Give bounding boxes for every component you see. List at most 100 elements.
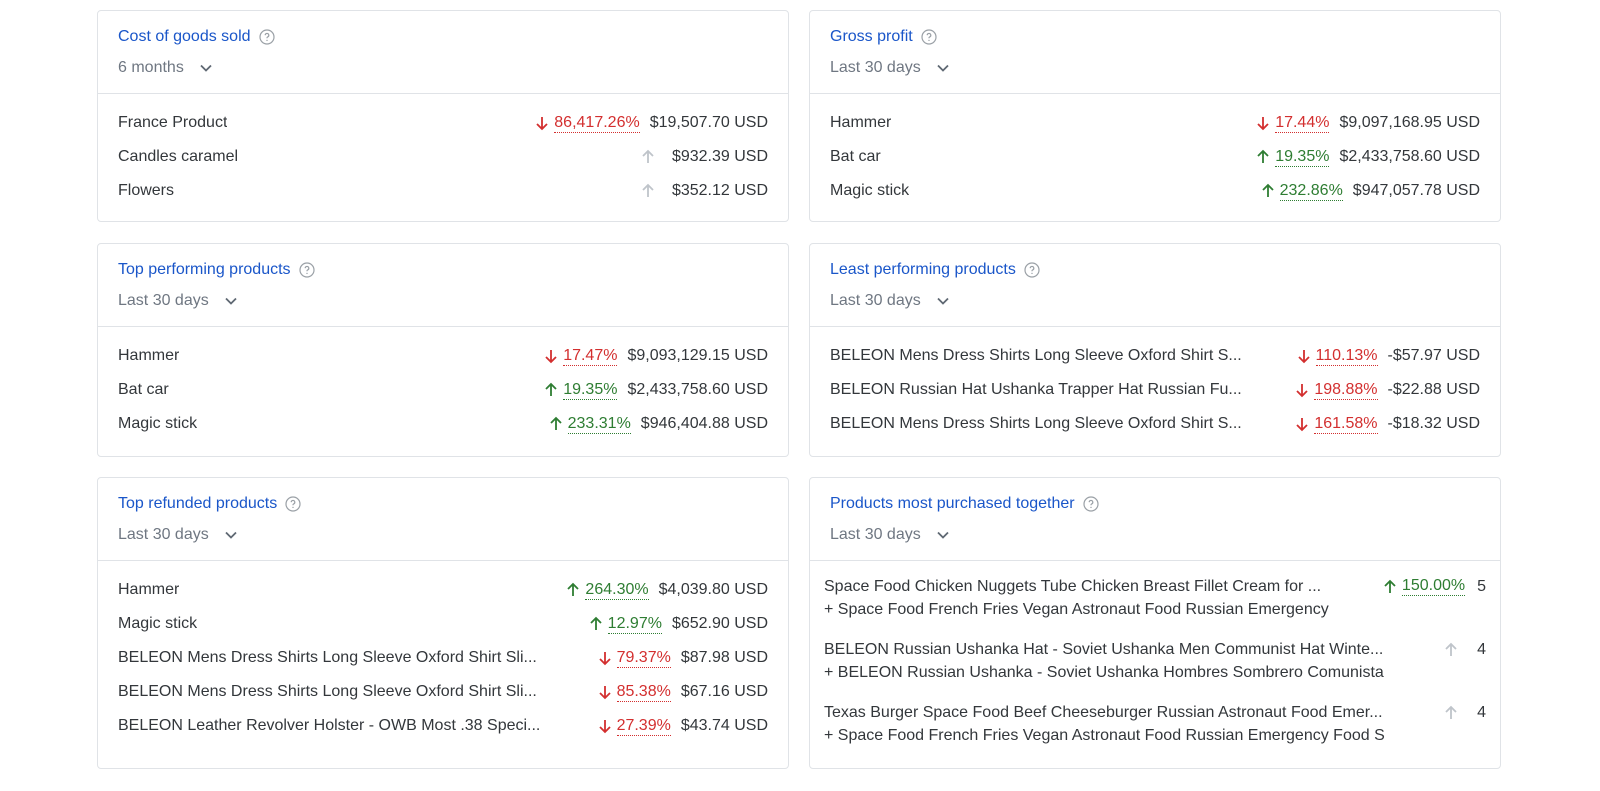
change-percent[interactable]: 19.35% xyxy=(563,380,618,400)
purchase-count: 4 xyxy=(1477,703,1486,721)
product-name: Bat car xyxy=(118,381,169,398)
period-label: Last 30 days xyxy=(830,292,921,309)
arrow-down-icon xyxy=(597,684,613,700)
amount: $946,404.88 USD xyxy=(640,415,768,432)
product-name: Magic stick xyxy=(118,415,198,432)
product-name: BELEON Leather Revolver Holster - OWB Mo… xyxy=(118,717,541,734)
card-body: France Product 86,417.26% $19,507.70 USD… xyxy=(98,94,788,208)
help-circle-icon[interactable] xyxy=(1082,496,1099,512)
change-percent[interactable]: 198.88% xyxy=(1314,380,1378,400)
amount: -$18.32 USD xyxy=(1387,415,1481,432)
change-percent[interactable]: 264.30% xyxy=(585,580,649,600)
list-item: BELEON Mens Dress Shirts Long Sleeve Oxf… xyxy=(830,407,1480,441)
arrow-up-neutral-icon xyxy=(640,149,656,165)
help-circle-icon[interactable] xyxy=(298,262,315,278)
product-name: Flowers xyxy=(118,182,175,199)
product-name: BELEON Mens Dress Shirts Long Sleeve Oxf… xyxy=(830,347,1242,364)
chevron-down-icon xyxy=(935,293,951,309)
period-label: 6 months xyxy=(118,59,184,76)
period-dropdown[interactable]: Last 30 days xyxy=(830,58,1480,78)
help-circle-icon[interactable] xyxy=(921,29,937,45)
amount: $67.16 USD xyxy=(680,683,768,700)
card-title: Top refunded products xyxy=(118,495,278,512)
card-title: Products most purchased together xyxy=(830,495,1075,512)
list-item: BELEON Russian Hat Ushanka Trapper Hat R… xyxy=(830,373,1480,407)
amount: $652.90 USD xyxy=(671,615,768,632)
change-percent[interactable]: 12.97% xyxy=(607,614,662,634)
arrow-down-icon xyxy=(597,718,613,734)
arrow-down-icon xyxy=(597,650,613,666)
period-dropdown[interactable]: Last 30 days xyxy=(118,525,768,545)
list-item: France Product 86,417.26% $19,507.70 USD xyxy=(118,106,768,140)
help-circle-icon[interactable] xyxy=(1024,262,1040,278)
change-percent[interactable]: 27.39% xyxy=(616,716,671,736)
purchase-count: 4 xyxy=(1477,640,1486,658)
change-percent[interactable]: 17.47% xyxy=(563,346,618,366)
card-header: Least performing products Last 30 days xyxy=(810,244,1500,327)
period-dropdown[interactable]: 6 months xyxy=(118,58,768,78)
list-item: BELEON Leather Revolver Holster - OWB Mo… xyxy=(118,709,768,743)
amount: $43.74 USD xyxy=(680,717,768,734)
list-item: Magic stick 12.97% $652.90 USD xyxy=(118,607,768,641)
change-percent[interactable]: 19.35% xyxy=(1275,147,1330,167)
product-name: BELEON Mens Dress Shirts Long Sleeve Oxf… xyxy=(118,649,537,666)
help-circle-icon[interactable] xyxy=(258,29,275,45)
list-item: BELEON Mens Dress Shirts Long Sleeve Oxf… xyxy=(118,675,768,709)
card-header: Top refunded products Last 30 days xyxy=(98,478,788,561)
product-pair-line-1: Space Food Chicken Nuggets Tube Chicken … xyxy=(824,578,1322,595)
amount: $9,097,168.95 USD xyxy=(1339,114,1480,131)
arrow-up-icon xyxy=(1260,183,1276,199)
card-header: Gross profit Last 30 days xyxy=(810,11,1500,94)
period-label: Last 30 days xyxy=(118,526,209,543)
least-performing-products-card: Least performing products Last 30 days B… xyxy=(809,243,1501,457)
amount: $352.12 USD xyxy=(671,182,768,199)
period-label: Last 30 days xyxy=(830,59,921,76)
list-item: Hammer 264.30% $4,039.80 USD xyxy=(118,573,768,607)
product-name: Magic stick xyxy=(830,182,910,199)
help-circle-icon[interactable] xyxy=(285,496,301,512)
product-name: Bat car xyxy=(830,148,881,165)
list-item: Magic stick 233.31% $946,404.88 USD xyxy=(118,407,768,441)
card-title: Cost of goods sold xyxy=(118,28,251,45)
change-percent[interactable]: 79.37% xyxy=(616,648,671,668)
chevron-down-icon xyxy=(223,293,239,309)
product-pair-line-2: + BELEON Russian Ushanka - Soviet Ushank… xyxy=(824,664,1384,681)
list-item: Bat car 19.35% $2,433,758.60 USD xyxy=(118,373,768,407)
change-percent[interactable]: 110.13% xyxy=(1315,346,1378,366)
list-item: Bat car 19.35% $2,433,758.60 USD xyxy=(830,140,1480,174)
arrow-down-icon xyxy=(1255,115,1271,131)
amount: $947,057.78 USD xyxy=(1352,182,1480,199)
top-performing-products-card: Top performing products Last 30 days Ham… xyxy=(97,243,789,457)
change-percent[interactable]: 86,417.26% xyxy=(554,113,640,133)
period-dropdown[interactable]: Last 30 days xyxy=(118,291,768,311)
product-pair-line-2: + Space Food French Fries Vegan Astronau… xyxy=(824,601,1329,618)
card-header: Top performing products Last 30 days xyxy=(98,244,788,327)
card-title: Least performing products xyxy=(830,261,1016,278)
change-percent[interactable]: 232.86% xyxy=(1279,181,1343,201)
change-percent[interactable]: 17.44% xyxy=(1275,113,1330,133)
change-percent[interactable]: 233.31% xyxy=(567,414,631,434)
arrow-down-icon xyxy=(1294,382,1310,398)
chevron-down-icon xyxy=(223,527,239,543)
list-item: Hammer 17.47% $9,093,129.15 USD xyxy=(118,339,768,373)
list-item: Flowers $352.12 USD xyxy=(118,174,768,208)
change-percent[interactable]: 161.58% xyxy=(1314,414,1378,434)
change-percent[interactable]: 150.00% xyxy=(1401,577,1466,596)
list-item: BELEON Mens Dress Shirts Long Sleeve Oxf… xyxy=(118,641,768,675)
product-name: France Product xyxy=(118,114,228,131)
amount: $87.98 USD xyxy=(680,649,768,666)
change-percent[interactable]: 85.38% xyxy=(616,682,671,702)
product-name: BELEON Mens Dress Shirts Long Sleeve Oxf… xyxy=(118,683,537,700)
arrow-down-icon xyxy=(1296,348,1312,364)
arrow-up-icon xyxy=(1382,579,1398,595)
period-dropdown[interactable]: Last 30 days xyxy=(830,525,1480,545)
arrow-up-icon xyxy=(548,416,564,432)
arrow-up-icon xyxy=(543,382,559,398)
cost-of-goods-sold-card: Cost of goods sold 6 months France Produ… xyxy=(97,10,789,222)
period-dropdown[interactable]: Last 30 days xyxy=(830,291,1480,311)
product-pair-line-1: BELEON Russian Ushanka Hat - Soviet Usha… xyxy=(824,641,1384,658)
arrow-down-icon xyxy=(543,348,559,364)
product-pair-line-1: Texas Burger Space Food Beef Cheeseburge… xyxy=(824,704,1383,721)
arrow-up-neutral-icon xyxy=(640,183,656,199)
list-item: Hammer 17.44% $9,097,168.95 USD xyxy=(830,106,1480,140)
